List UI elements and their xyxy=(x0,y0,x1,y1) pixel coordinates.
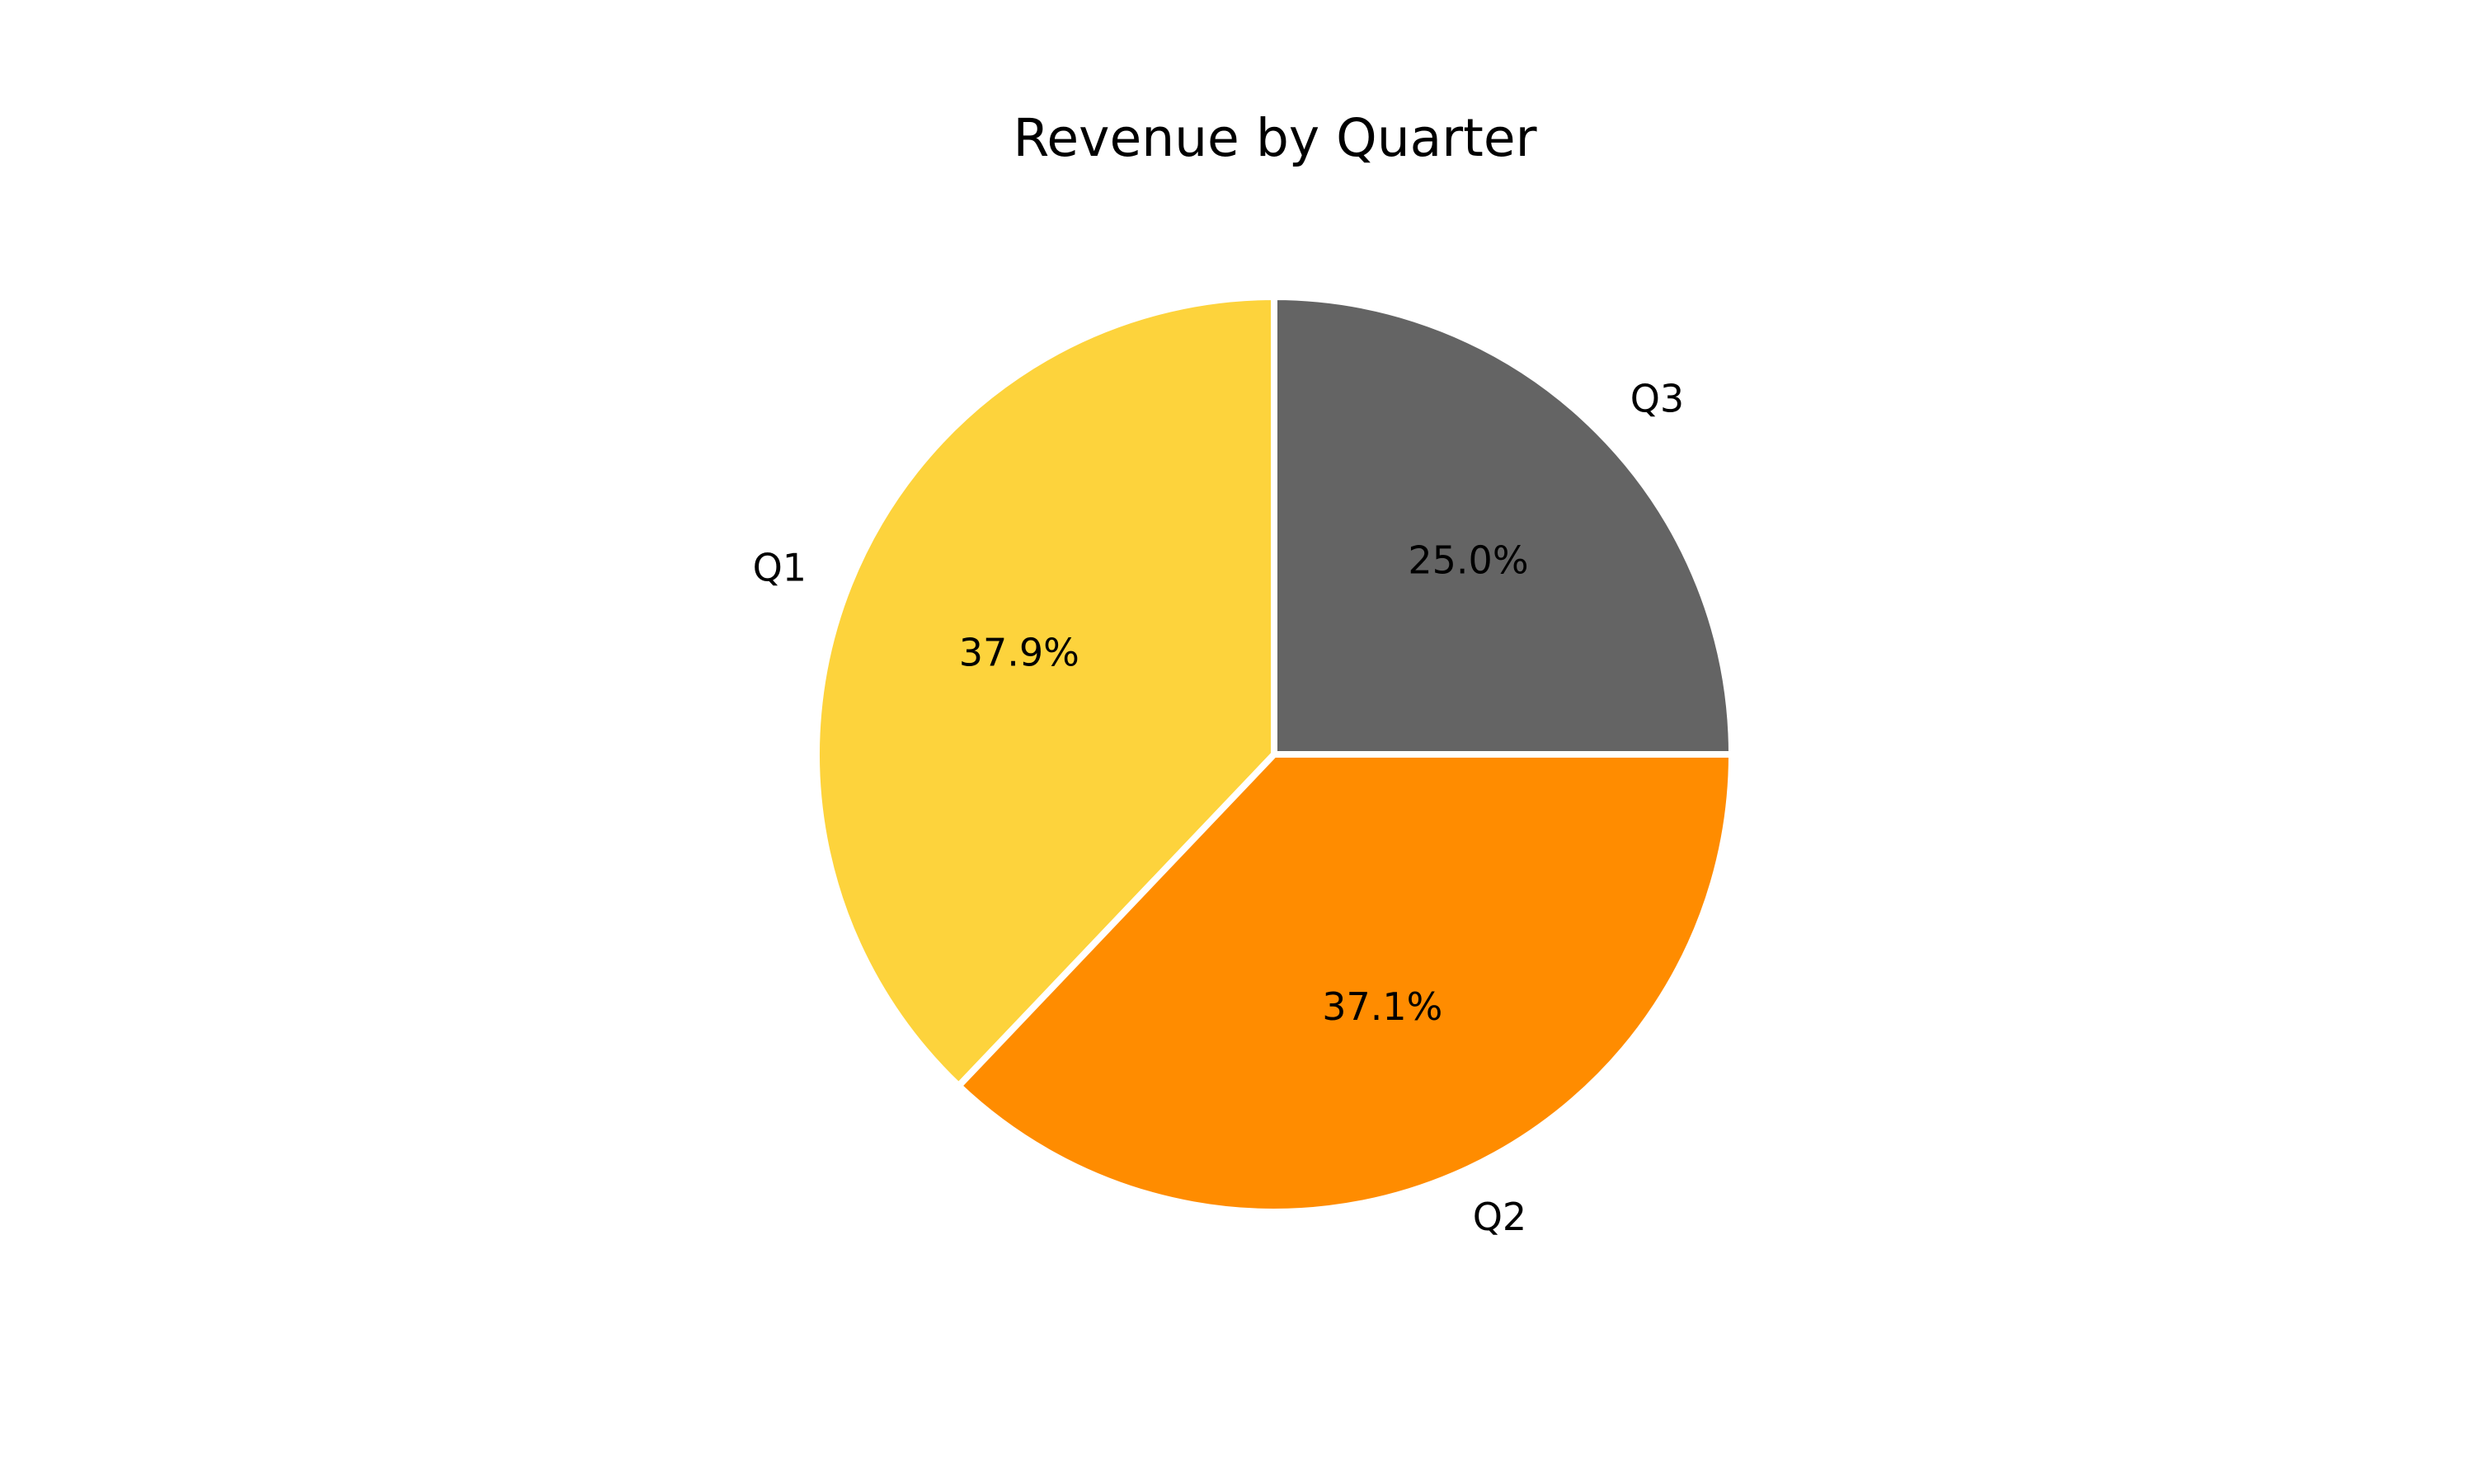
pie-labels: 37.9% Q1 37.1% Q2 25.0% Q3 xyxy=(753,376,1685,1239)
slice-label-q2: Q2 xyxy=(1473,1195,1526,1239)
chart-title: Revenue by Quarter xyxy=(1013,108,1536,168)
pie-slices xyxy=(813,294,1735,1215)
slice-label-q1: Q1 xyxy=(753,545,807,589)
pie-slice-q3 xyxy=(1271,294,1735,758)
pie-slice-q1 xyxy=(813,294,1277,1090)
slice-percent-q2: 37.1% xyxy=(1322,984,1442,1029)
pie-slice-q2 xyxy=(955,751,1735,1215)
slice-percent-q1: 37.9% xyxy=(959,630,1079,674)
slice-percent-q3: 25.0% xyxy=(1408,538,1528,583)
slice-label-q3: Q3 xyxy=(1630,376,1684,420)
